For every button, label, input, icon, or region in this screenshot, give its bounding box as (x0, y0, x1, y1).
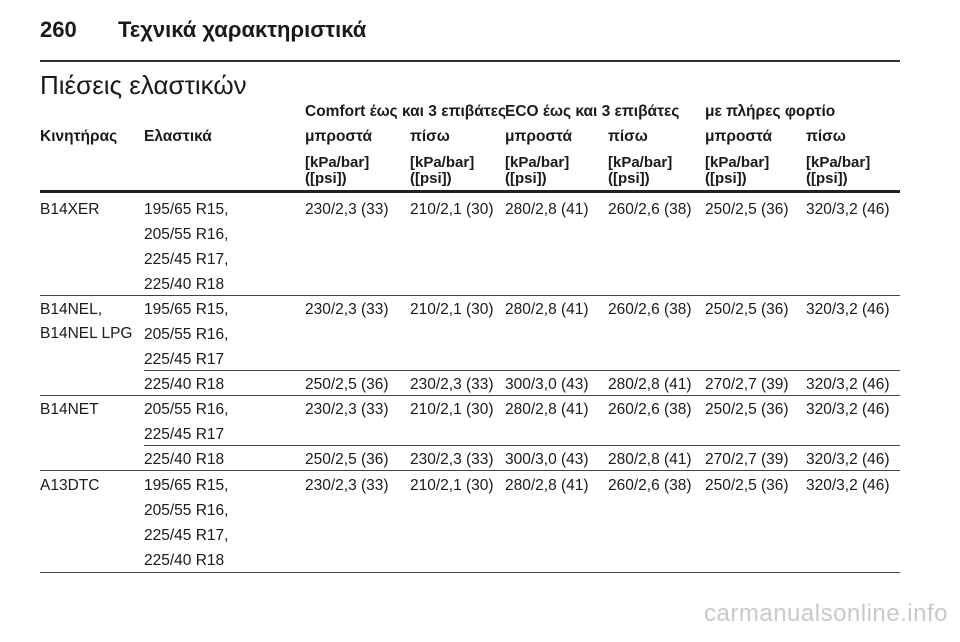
page-number: 260 (40, 17, 77, 42)
pressure-value: 280/2,8 (41) (608, 451, 692, 468)
unit-header: [kPa/bar] ([psi]) (410, 155, 474, 187)
pressure-value: 250/2,5 (36) (705, 477, 789, 494)
row-divider (144, 370, 900, 371)
row-divider (40, 470, 900, 471)
pressure-value: 280/2,8 (41) (505, 477, 589, 494)
column-header-eco-front: μπροστά (505, 128, 573, 145)
unit-header: [kPa/bar] ([psi]) (305, 155, 369, 187)
unit-line-2: ([psi]) (806, 170, 848, 187)
pressure-value: 210/2,1 (30) (410, 477, 494, 494)
engine-cell: B14XER (40, 201, 100, 218)
pressure-value: 250/2,5 (36) (705, 401, 789, 418)
pressure-value: 270/2,7 (39) (705, 376, 789, 393)
pressure-value: 280/2,8 (41) (505, 201, 589, 218)
pressure-value: 320/3,2 (46) (806, 451, 890, 468)
unit-header: [kPa/bar] ([psi]) (608, 155, 672, 187)
group-header-eco: ECO έως και 3 επιβάτες (505, 103, 680, 120)
row-divider (40, 295, 900, 296)
unit-line-1: [kPa/bar] (608, 154, 673, 171)
tyre-size: 205/55 R16, (144, 401, 229, 418)
unit-line-2: ([psi]) (410, 170, 452, 187)
pressure-value: 260/2,6 (38) (608, 201, 692, 218)
tyre-size: 225/40 R18 (144, 276, 225, 293)
tyre-size: 225/45 R17 (144, 351, 225, 368)
column-header-eco-rear: πίσω (608, 128, 648, 145)
column-header-full-rear: πίσω (806, 128, 846, 145)
pressure-value: 250/2,5 (36) (305, 451, 389, 468)
tyre-size: 195/65 R15, (144, 477, 229, 494)
unit-line-1: [kPa/bar] (705, 154, 770, 171)
pressure-value: 260/2,6 (38) (608, 477, 692, 494)
section-title: Πιέσεις ελαστικών (40, 70, 247, 100)
pressure-value: 320/3,2 (46) (806, 301, 890, 318)
unit-line-1: [kPa/bar] (410, 154, 475, 171)
pressure-value: 230/2,3 (33) (410, 451, 494, 468)
page-header-title: Τεχνικά χαρακτηριστικά (118, 17, 367, 42)
pressure-value: 250/2,5 (36) (705, 201, 789, 218)
engine-cell: B14NEL, (40, 301, 103, 318)
tyre-size: 195/65 R15, (144, 301, 229, 318)
unit-line-1: [kPa/bar] (806, 154, 871, 171)
pressure-value: 230/2,3 (33) (410, 376, 494, 393)
unit-line-2: ([psi]) (505, 170, 547, 187)
pressure-value: 250/2,5 (36) (705, 301, 789, 318)
pressure-value: 300/3,0 (43) (505, 451, 589, 468)
pressure-value: 210/2,1 (30) (410, 401, 494, 418)
row-divider (144, 445, 900, 446)
pressure-value: 320/3,2 (46) (806, 477, 890, 494)
tyre-size: 225/40 R18 (144, 376, 225, 393)
pressure-value: 210/2,1 (30) (410, 301, 494, 318)
pressure-value: 260/2,6 (38) (608, 401, 692, 418)
column-header-engine: Κινητήρας (40, 128, 118, 145)
pressure-value: 250/2,5 (36) (305, 376, 389, 393)
pressure-value: 320/3,2 (46) (806, 376, 890, 393)
unit-line-1: [kPa/bar] (505, 154, 570, 171)
pressure-value: 280/2,8 (41) (505, 401, 589, 418)
pressure-value: 230/2,3 (33) (305, 201, 389, 218)
pressure-value: 280/2,8 (41) (505, 301, 589, 318)
pressure-value: 320/3,2 (46) (806, 201, 890, 218)
pressure-value: 300/3,0 (43) (505, 376, 589, 393)
engine-cell: B14NET (40, 401, 99, 418)
tyre-size: 225/45 R17, (144, 527, 229, 544)
unit-line-2: ([psi]) (305, 170, 347, 187)
column-header-comfort-front: μπροστά (305, 128, 373, 145)
tyre-size: 225/45 R17, (144, 251, 229, 268)
row-divider (40, 395, 900, 396)
pressure-value: 320/3,2 (46) (806, 401, 890, 418)
tyre-size: 225/40 R18 (144, 451, 225, 468)
unit-line-1: [kPa/bar] (305, 154, 370, 171)
engine-cell: A13DTC (40, 477, 100, 494)
tyre-size: 195/65 R15, (144, 201, 229, 218)
pressure-value: 210/2,1 (30) (410, 201, 494, 218)
watermark-text: carmanualsonline.info (704, 600, 948, 627)
tyre-size: 205/55 R16, (144, 502, 229, 519)
tyre-size: 205/55 R16, (144, 326, 229, 343)
column-header-comfort-rear: πίσω (410, 128, 450, 145)
header-rule (40, 60, 900, 62)
column-header-full-front: μπροστά (705, 128, 773, 145)
table-header-rule (40, 190, 900, 193)
group-header-full-load: με πλήρες φορτίο (705, 103, 836, 120)
unit-line-2: ([psi]) (705, 170, 747, 187)
pressure-value: 280/2,8 (41) (608, 376, 692, 393)
unit-header: [kPa/bar] ([psi]) (505, 155, 569, 187)
unit-header: [kPa/bar] ([psi]) (705, 155, 769, 187)
tyre-size: 225/40 R18 (144, 552, 225, 569)
pressure-value: 230/2,3 (33) (305, 477, 389, 494)
column-header-tyres: Ελαστικά (144, 128, 212, 145)
group-header-comfort: Comfort έως και 3 επιβάτες (305, 103, 507, 120)
unit-line-2: ([psi]) (608, 170, 650, 187)
engine-cell: B14NEL LPG (40, 325, 133, 342)
pressure-value: 230/2,3 (33) (305, 401, 389, 418)
unit-header: [kPa/bar] ([psi]) (806, 155, 870, 187)
pressure-value: 270/2,7 (39) (705, 451, 789, 468)
table-bottom-rule (40, 572, 900, 573)
tyre-size: 205/55 R16, (144, 226, 229, 243)
tyre-size: 225/45 R17 (144, 426, 225, 443)
pressure-value: 260/2,6 (38) (608, 301, 692, 318)
pressure-value: 230/2,3 (33) (305, 301, 389, 318)
